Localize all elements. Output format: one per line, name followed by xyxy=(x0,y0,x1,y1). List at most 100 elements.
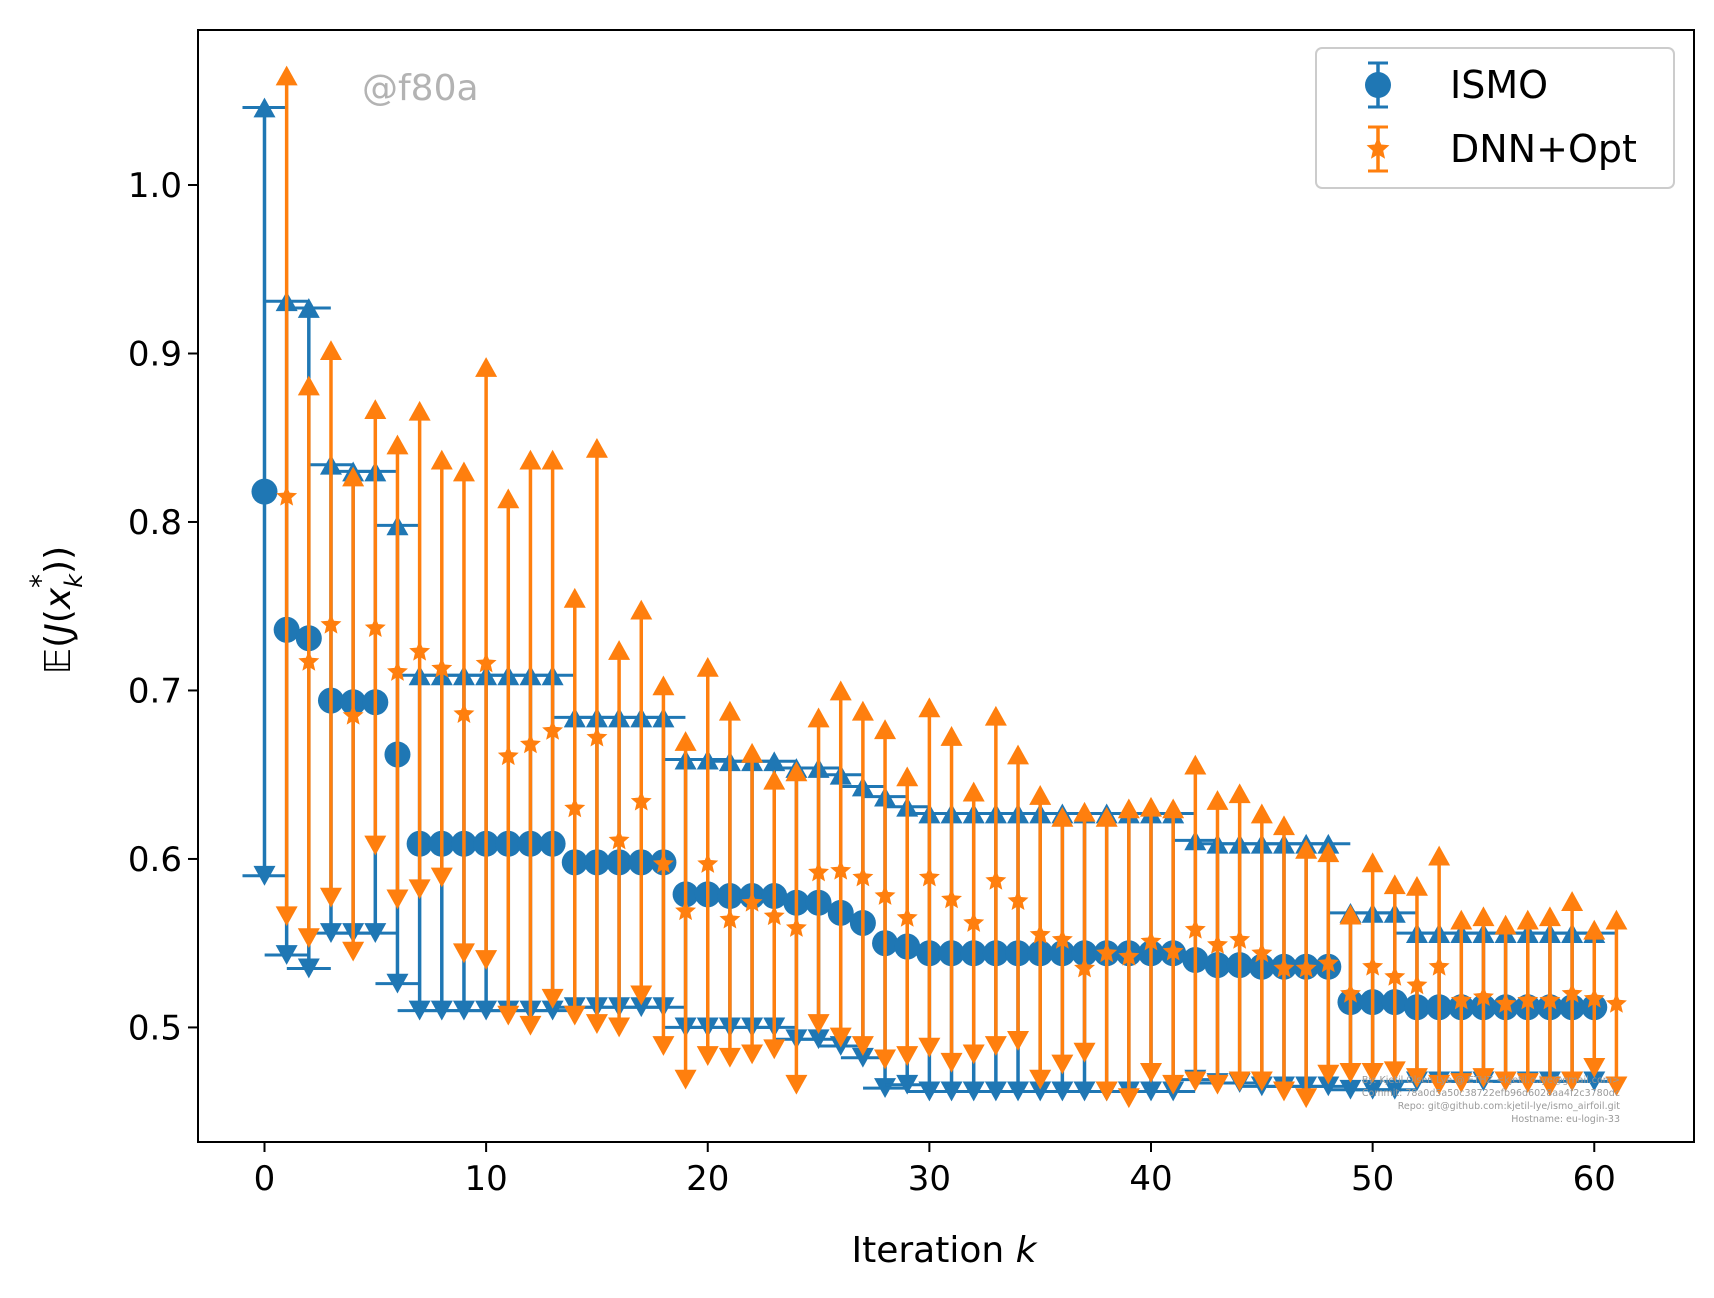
mean-point xyxy=(409,640,431,661)
legend-item-ismo: ISMO xyxy=(1365,61,1548,109)
mean-point xyxy=(1229,928,1251,949)
lower-limit-marker xyxy=(585,1014,608,1034)
mean-point xyxy=(1184,918,1206,939)
upper-limit-marker xyxy=(1272,815,1295,836)
lower-limit-marker xyxy=(807,1014,830,1034)
lower-limit-marker xyxy=(1007,1031,1030,1051)
upper-limit-marker xyxy=(763,751,786,772)
lower-limit-marker xyxy=(785,1074,808,1095)
lower-limit-marker xyxy=(918,1081,941,1102)
mean-point xyxy=(1605,992,1627,1013)
lower-limit-marker xyxy=(1272,1081,1295,1102)
legend: ISMO DNN+Opt xyxy=(1315,47,1675,189)
x-tick-label: 30 xyxy=(908,1159,951,1199)
y-tick-label: 0.7 xyxy=(128,671,182,711)
lower-limit-marker xyxy=(1206,1074,1229,1095)
mean-point xyxy=(1295,957,1317,978)
mean-point xyxy=(1273,957,1295,978)
lower-limit-marker xyxy=(275,945,298,965)
lower-limit-marker xyxy=(1405,1068,1428,1088)
lower-limit-marker xyxy=(497,1005,520,1026)
legend-label: DNN+Opt xyxy=(1450,127,1637,171)
lower-limit-marker xyxy=(1583,1057,1606,1078)
mean-point xyxy=(1539,989,1561,1010)
x-axis-label-text: Iteration xyxy=(851,1230,1015,1271)
lower-limit-marker xyxy=(851,1036,874,1056)
lower-limit-marker xyxy=(364,835,387,856)
upper-limit-marker xyxy=(1383,874,1406,895)
lower-limit-marker xyxy=(1117,1088,1140,1109)
lower-limit-marker xyxy=(741,1044,764,1065)
upper-limit-marker xyxy=(585,437,608,458)
lower-limit-marker xyxy=(430,867,453,888)
footer-line: Repo: git@github.com:kjetil-lye/ismo_air… xyxy=(1398,1101,1621,1112)
mean-point xyxy=(1096,942,1118,963)
lower-limit-marker xyxy=(1317,1076,1340,1097)
upper-limit-marker xyxy=(1361,852,1384,873)
x-tick-label: 10 xyxy=(464,1159,507,1199)
mean-point xyxy=(985,869,1007,890)
upper-limit-marker xyxy=(1162,798,1185,819)
mean-point xyxy=(1450,989,1472,1010)
legend-item-dnn-opt: DNN+Opt xyxy=(1366,125,1637,173)
lower-limit-marker xyxy=(1583,1071,1606,1092)
mean-point xyxy=(1340,982,1361,1003)
upper-limit-marker xyxy=(1117,798,1140,819)
upper-limit-marker xyxy=(342,466,365,487)
lower-limit-marker xyxy=(962,1044,985,1065)
lower-limit-marker xyxy=(253,865,276,886)
y-tick-label: 0.6 xyxy=(128,840,182,880)
mean-point xyxy=(298,650,320,671)
mean-point xyxy=(608,829,630,850)
watermark-text: @f80a xyxy=(362,68,479,109)
lower-limit-marker xyxy=(1029,1069,1052,1090)
upper-limit-marker xyxy=(408,400,431,421)
upper-limit-marker xyxy=(741,742,764,763)
lower-limit-marker xyxy=(475,1000,498,1021)
mean-point xyxy=(1029,923,1051,944)
upper-limit-marker xyxy=(1250,803,1273,824)
lower-limit-marker xyxy=(1494,1071,1517,1092)
lower-limit-marker xyxy=(1228,1071,1251,1092)
x-tick-label: 60 xyxy=(1573,1159,1616,1199)
mean-point xyxy=(475,652,497,673)
mean-point xyxy=(342,704,364,725)
mean-point xyxy=(276,485,298,506)
upper-limit-marker xyxy=(763,769,786,790)
mean-point xyxy=(652,853,674,873)
upper-limit-marker xyxy=(1339,904,1362,925)
mean-point xyxy=(719,908,741,929)
mean-point xyxy=(564,797,586,818)
lower-limit-marker xyxy=(1140,1081,1163,1102)
lower-limit-marker xyxy=(652,1036,675,1056)
lower-limit-marker xyxy=(408,1000,431,1021)
upper-limit-marker xyxy=(829,680,852,701)
x-tick-label: 40 xyxy=(1129,1159,1172,1199)
upper-limit-marker xyxy=(1561,891,1584,911)
mean-point xyxy=(963,911,985,932)
chart-marks xyxy=(242,65,1628,1109)
legend-marker xyxy=(1366,137,1390,159)
lower-limit-marker xyxy=(940,1081,963,1102)
lower-limit-marker xyxy=(630,985,653,1006)
mean-point xyxy=(542,719,564,740)
lower-limit-marker xyxy=(1472,1068,1495,1088)
lower-limit-marker xyxy=(1073,1081,1096,1102)
upper-limit-marker xyxy=(962,781,985,802)
lower-limit-marker xyxy=(874,1049,897,1070)
mean-point xyxy=(497,745,519,766)
mean-point xyxy=(763,905,785,926)
mean-point xyxy=(874,885,896,905)
lower-limit-marker xyxy=(918,1037,941,1058)
mean-point xyxy=(1007,890,1029,910)
lower-limit-marker xyxy=(874,1078,897,1098)
upper-limit-marker xyxy=(896,766,919,787)
mean-point xyxy=(1317,952,1339,973)
upper-limit-marker xyxy=(918,697,941,718)
lower-limit-marker xyxy=(896,1074,919,1095)
upper-limit-marker xyxy=(1206,790,1229,810)
upper-limit-marker xyxy=(630,599,653,620)
upper-limit-marker xyxy=(1605,909,1628,930)
mean-point xyxy=(1495,992,1517,1013)
